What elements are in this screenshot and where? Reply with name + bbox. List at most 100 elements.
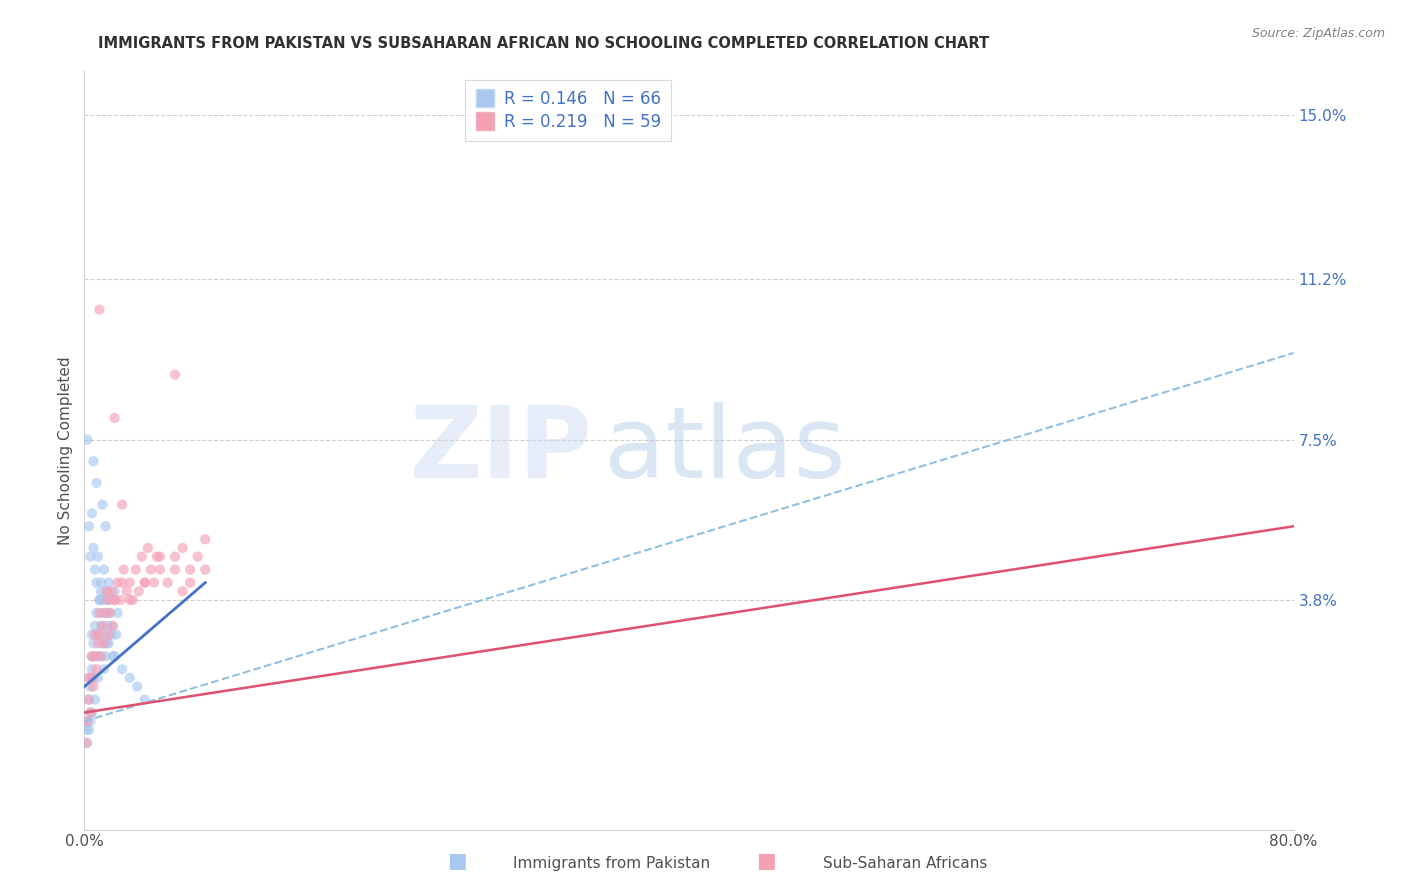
Point [93, 636, 115, 650]
Point [87, 671, 110, 685]
Point [125, 563, 148, 577]
Point [91, 498, 114, 512]
Point [118, 575, 141, 590]
Point [86, 606, 108, 620]
Point [79, 706, 101, 720]
Point [149, 563, 172, 577]
Point [118, 593, 141, 607]
Point [107, 606, 129, 620]
Point [97, 575, 120, 590]
Point [111, 575, 134, 590]
Point [165, 549, 187, 564]
Point [101, 619, 124, 633]
Point [77, 671, 100, 685]
Point [76, 714, 98, 729]
Point [82, 671, 104, 685]
Point [111, 662, 134, 676]
Point [136, 541, 159, 555]
Point [89, 593, 111, 607]
Point [86, 475, 108, 490]
Point [165, 563, 187, 577]
Text: IMMIGRANTS FROM PAKISTAN VS SUBSAHARAN AFRICAN NO SCHOOLING COMPLETED CORRELATIO: IMMIGRANTS FROM PAKISTAN VS SUBSAHARAN A… [98, 36, 990, 51]
Text: Immigrants from Pakistan: Immigrants from Pakistan [513, 856, 710, 871]
Text: atlas: atlas [605, 402, 846, 499]
Point [80, 627, 103, 641]
Point [84, 649, 107, 664]
Point [87, 549, 110, 564]
Point [104, 593, 127, 607]
Point [77, 519, 100, 533]
Point [96, 593, 118, 607]
Point [156, 575, 179, 590]
Point [91, 593, 114, 607]
Point [75, 714, 97, 729]
Point [112, 563, 135, 577]
Point [82, 454, 104, 468]
Point [134, 575, 156, 590]
Point [179, 575, 201, 590]
Point [142, 575, 165, 590]
Point [76, 723, 98, 737]
Point [100, 627, 122, 641]
Point [89, 627, 111, 641]
Point [80, 662, 103, 676]
Point [90, 649, 112, 664]
Text: Sub-Saharan Africans: Sub-Saharan Africans [823, 856, 987, 871]
Point [134, 692, 156, 706]
Point [79, 549, 101, 564]
Point [89, 593, 111, 607]
Point [82, 541, 104, 555]
Point [104, 593, 127, 607]
Point [84, 563, 107, 577]
Point [94, 606, 117, 620]
Point [118, 671, 141, 685]
Point [127, 680, 149, 694]
Point [96, 636, 118, 650]
Point [96, 606, 118, 620]
Point [80, 706, 103, 720]
Point [179, 563, 201, 577]
Point [87, 627, 110, 641]
Text: ■: ■ [447, 852, 467, 871]
Point [84, 619, 107, 633]
Point [82, 636, 104, 650]
Point [90, 575, 112, 590]
Point [75, 736, 97, 750]
Point [98, 606, 121, 620]
Point [93, 563, 115, 577]
Point [79, 706, 101, 720]
Point [89, 649, 111, 664]
Point [77, 723, 100, 737]
Point [104, 649, 127, 664]
Point [94, 649, 117, 664]
Point [107, 575, 129, 590]
Point [139, 563, 162, 577]
Point [172, 584, 194, 599]
Point [80, 649, 103, 664]
Point [77, 692, 100, 706]
Point [80, 649, 103, 664]
Point [104, 411, 127, 425]
Point [90, 584, 112, 599]
Text: ZIP: ZIP [409, 402, 592, 499]
Point [79, 680, 101, 694]
Point [110, 593, 132, 607]
Point [91, 619, 114, 633]
Point [91, 606, 114, 620]
Point [194, 533, 217, 547]
Point [94, 519, 117, 533]
Point [76, 433, 98, 447]
Point [77, 671, 100, 685]
Text: Source: ZipAtlas.com: Source: ZipAtlas.com [1251, 27, 1385, 40]
Point [98, 593, 121, 607]
Point [98, 606, 121, 620]
Point [97, 636, 120, 650]
Point [146, 549, 169, 564]
Point [86, 575, 108, 590]
Point [96, 619, 118, 633]
Point [90, 619, 112, 633]
Point [82, 680, 104, 694]
Point [134, 575, 156, 590]
Point [87, 636, 110, 650]
Point [93, 627, 115, 641]
